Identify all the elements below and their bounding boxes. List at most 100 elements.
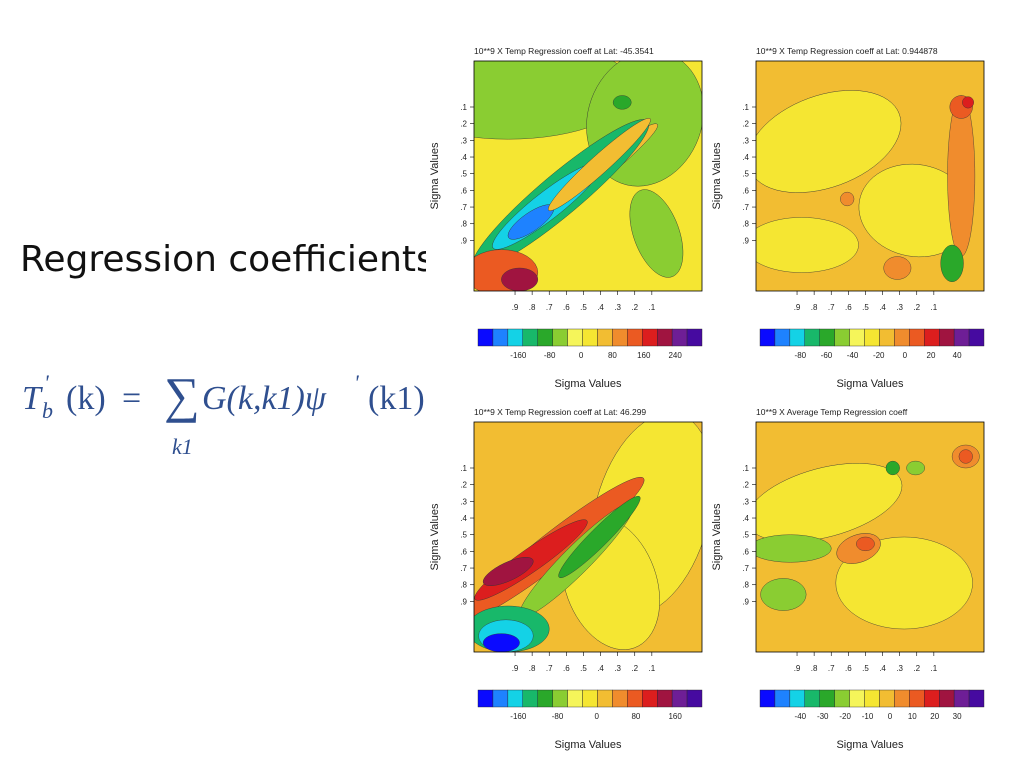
colorbar-swatch — [968, 689, 985, 708]
colorbar-swatch — [582, 328, 598, 347]
colorbar-label: -30 — [817, 712, 829, 721]
colorbar-label: 20 — [930, 712, 939, 721]
colorbar-label: -80 — [795, 351, 807, 360]
y-tick-label: .7 — [742, 203, 749, 212]
colorbar-swatch — [492, 689, 509, 708]
colorbar-label: -20 — [873, 351, 885, 360]
contour-region — [947, 95, 976, 257]
x-axis-label: Sigma Values — [554, 378, 622, 390]
colorbar-label: -160 — [510, 712, 527, 721]
slide-heading: Regression coefficients — [20, 239, 426, 280]
y-tick-label: .5 — [460, 170, 467, 179]
x-tick-label: .3 — [896, 664, 903, 673]
colorbar-swatch — [804, 689, 820, 708]
eq-rhs-arg: (k1) — [368, 380, 425, 417]
y-tick-label: .8 — [742, 220, 749, 229]
x-tick-label: .2 — [913, 303, 920, 312]
y-tick-label: .9 — [742, 236, 749, 245]
colorbar-swatch — [924, 328, 940, 347]
eq-lhs-subscript: b — [42, 398, 53, 423]
panel-title: 10**9 X Average Temp Regression coeff — [756, 407, 908, 417]
colorbar-swatch — [938, 689, 955, 708]
x-tick-label: .9 — [512, 303, 519, 312]
colorbar-swatch — [849, 328, 865, 347]
eq-lhs-arg: (k) — [66, 380, 106, 417]
y-tick-label: .7 — [460, 564, 467, 573]
y-tick-label: .9 — [742, 597, 749, 606]
y-tick-label: .5 — [460, 531, 467, 540]
plot-frame — [755, 421, 985, 653]
y-tick-label: .2 — [742, 481, 749, 490]
contour-field — [756, 61, 984, 291]
contour-region — [883, 256, 912, 280]
colorbar-swatch — [597, 328, 613, 347]
colorbar-swatch — [774, 328, 791, 347]
x-tick-label: .6 — [845, 303, 852, 312]
contour-region — [885, 460, 900, 476]
contour-region — [760, 578, 807, 611]
x-tick-label: .3 — [614, 303, 621, 312]
contour-region — [501, 267, 539, 291]
x-tick-label: .4 — [879, 664, 886, 673]
plot-frame — [473, 60, 703, 292]
colorbar-swatch — [894, 328, 910, 347]
colorbar-label: 0 — [888, 712, 893, 721]
x-tick-label: .7 — [546, 303, 553, 312]
y-axis-label: Sigma Values — [711, 503, 723, 571]
y-tick-label: .6 — [460, 547, 467, 556]
colorbar-swatch — [537, 328, 553, 347]
contour-region — [756, 217, 859, 273]
x-tick-label: .9 — [794, 664, 801, 673]
colorbar-label: 10 — [908, 712, 917, 721]
colorbar-swatch — [909, 328, 925, 347]
contour-region — [756, 534, 832, 563]
colorbar-label: 0 — [594, 712, 599, 721]
colorbar-swatch — [968, 328, 985, 347]
colorbar-swatch — [894, 689, 910, 708]
y-tick-label: .6 — [742, 547, 749, 556]
y-tick-label: .9 — [460, 597, 467, 606]
eq-rhs-kernel: G(k,k1)ψ — [202, 380, 326, 417]
y-tick-label: .8 — [460, 220, 467, 229]
y-tick-label: .1 — [742, 103, 749, 112]
colorbar-label: 160 — [668, 712, 682, 721]
colorbar-label: 80 — [608, 351, 617, 360]
colorbar-swatch — [612, 689, 628, 708]
colorbar-swatch — [909, 689, 925, 708]
colorbar-swatch — [834, 328, 850, 347]
x-tick-label: .4 — [597, 664, 604, 673]
contour-region — [558, 495, 641, 579]
colorbar-swatch — [477, 328, 494, 347]
x-tick-label: .4 — [597, 303, 604, 312]
colorbar-swatch — [671, 689, 688, 708]
x-tick-label: .1 — [649, 303, 656, 312]
x-tick-label: .5 — [580, 303, 587, 312]
contour-panel-lat-south: 10**9 X Temp Regression coeff at Lat: -4… — [429, 46, 703, 390]
eq-sum-symbol: ∑ — [164, 367, 200, 423]
y-tick-label: .3 — [460, 497, 467, 506]
eq-sum-index: k1 — [172, 434, 193, 459]
colorbar-label: -60 — [821, 351, 833, 360]
colorbar-label: 80 — [631, 712, 640, 721]
y-tick-label: .1 — [460, 103, 467, 112]
contour-field — [756, 422, 984, 652]
y-tick-label: .8 — [460, 581, 467, 590]
colorbar-swatch — [849, 689, 865, 708]
colorbar-label: 20 — [927, 351, 936, 360]
colorbar-label: 30 — [953, 712, 962, 721]
eq-lhs-symbol: T — [22, 380, 41, 417]
colorbar-swatch — [759, 328, 776, 347]
contour-region — [835, 536, 973, 630]
y-tick-label: .5 — [742, 531, 749, 540]
y-tick-label: .1 — [460, 464, 467, 473]
colorbar-swatch — [759, 689, 776, 708]
contour-region — [940, 244, 964, 282]
y-tick-label: .6 — [460, 186, 467, 195]
contour-region — [612, 95, 632, 110]
colorbar-swatch — [552, 689, 568, 708]
contour-field — [474, 61, 702, 291]
y-tick-label: .7 — [460, 203, 467, 212]
colorbar-swatch — [612, 328, 628, 347]
colorbar-swatch — [924, 689, 940, 708]
x-tick-label: .2 — [631, 664, 638, 673]
